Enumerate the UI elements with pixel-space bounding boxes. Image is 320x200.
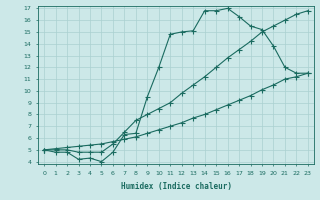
X-axis label: Humidex (Indice chaleur): Humidex (Indice chaleur): [121, 182, 231, 191]
